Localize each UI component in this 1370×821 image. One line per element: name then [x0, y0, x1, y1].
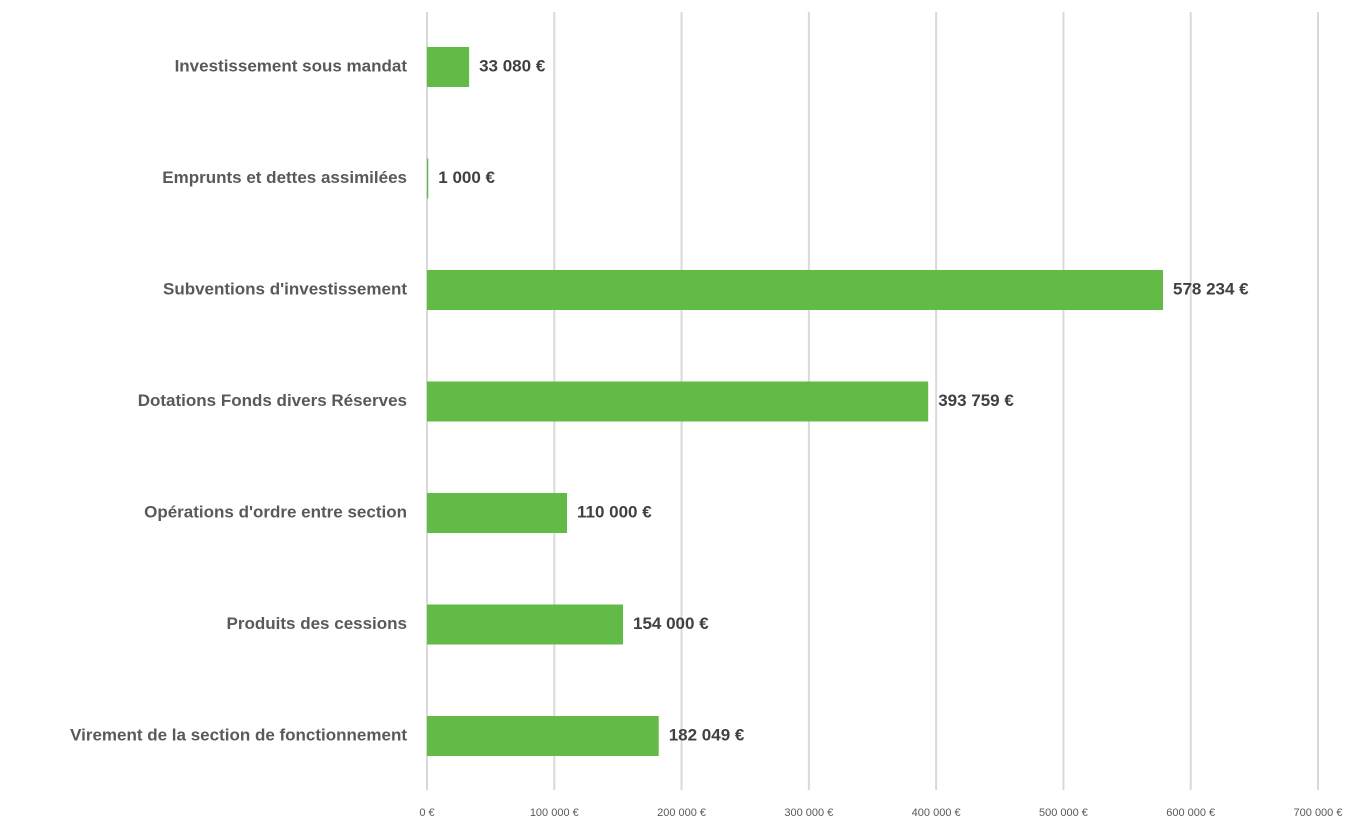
- data-label: 33 080 €: [479, 56, 546, 75]
- bar: [427, 604, 624, 645]
- y-tick-label: Emprunts et dettes assimilées: [162, 168, 407, 187]
- y-tick-label: Dotations Fonds divers Réserves: [138, 391, 407, 410]
- bar: [427, 716, 659, 756]
- data-label: 110 000 €: [577, 502, 652, 521]
- x-tick-label: 400 000 €: [912, 807, 961, 819]
- x-tick-label: 500 000 €: [1039, 807, 1088, 819]
- data-label: 182 049 €: [669, 725, 745, 744]
- bar: [427, 158, 429, 199]
- y-tick-label: Virement de la section de fonctionnement: [70, 725, 407, 744]
- y-tick-label: Investissement sous mandat: [175, 56, 408, 75]
- y-tick-label: Opérations d'ordre entre section: [144, 502, 407, 521]
- data-label: 154 000 €: [633, 614, 709, 633]
- x-tick-label: 700 000 €: [1294, 807, 1343, 819]
- x-tick-label: 100 000 €: [530, 807, 579, 819]
- x-tick-label: 300 000 €: [784, 807, 833, 819]
- data-label: 1 000 €: [438, 168, 495, 187]
- x-tick-label: 200 000 €: [657, 807, 706, 819]
- data-label: 578 234 €: [1173, 279, 1249, 298]
- x-tick-label: 0 €: [419, 807, 434, 819]
- bar: [427, 270, 1164, 310]
- bar: [427, 493, 568, 533]
- bar: [427, 47, 470, 87]
- y-tick-label: Subventions d'investissement: [163, 279, 407, 298]
- y-tick-label: Produits des cessions: [227, 614, 407, 633]
- x-tick-label: 600 000 €: [1166, 807, 1215, 819]
- bar: [427, 381, 929, 422]
- data-label: 393 759 €: [938, 391, 1014, 410]
